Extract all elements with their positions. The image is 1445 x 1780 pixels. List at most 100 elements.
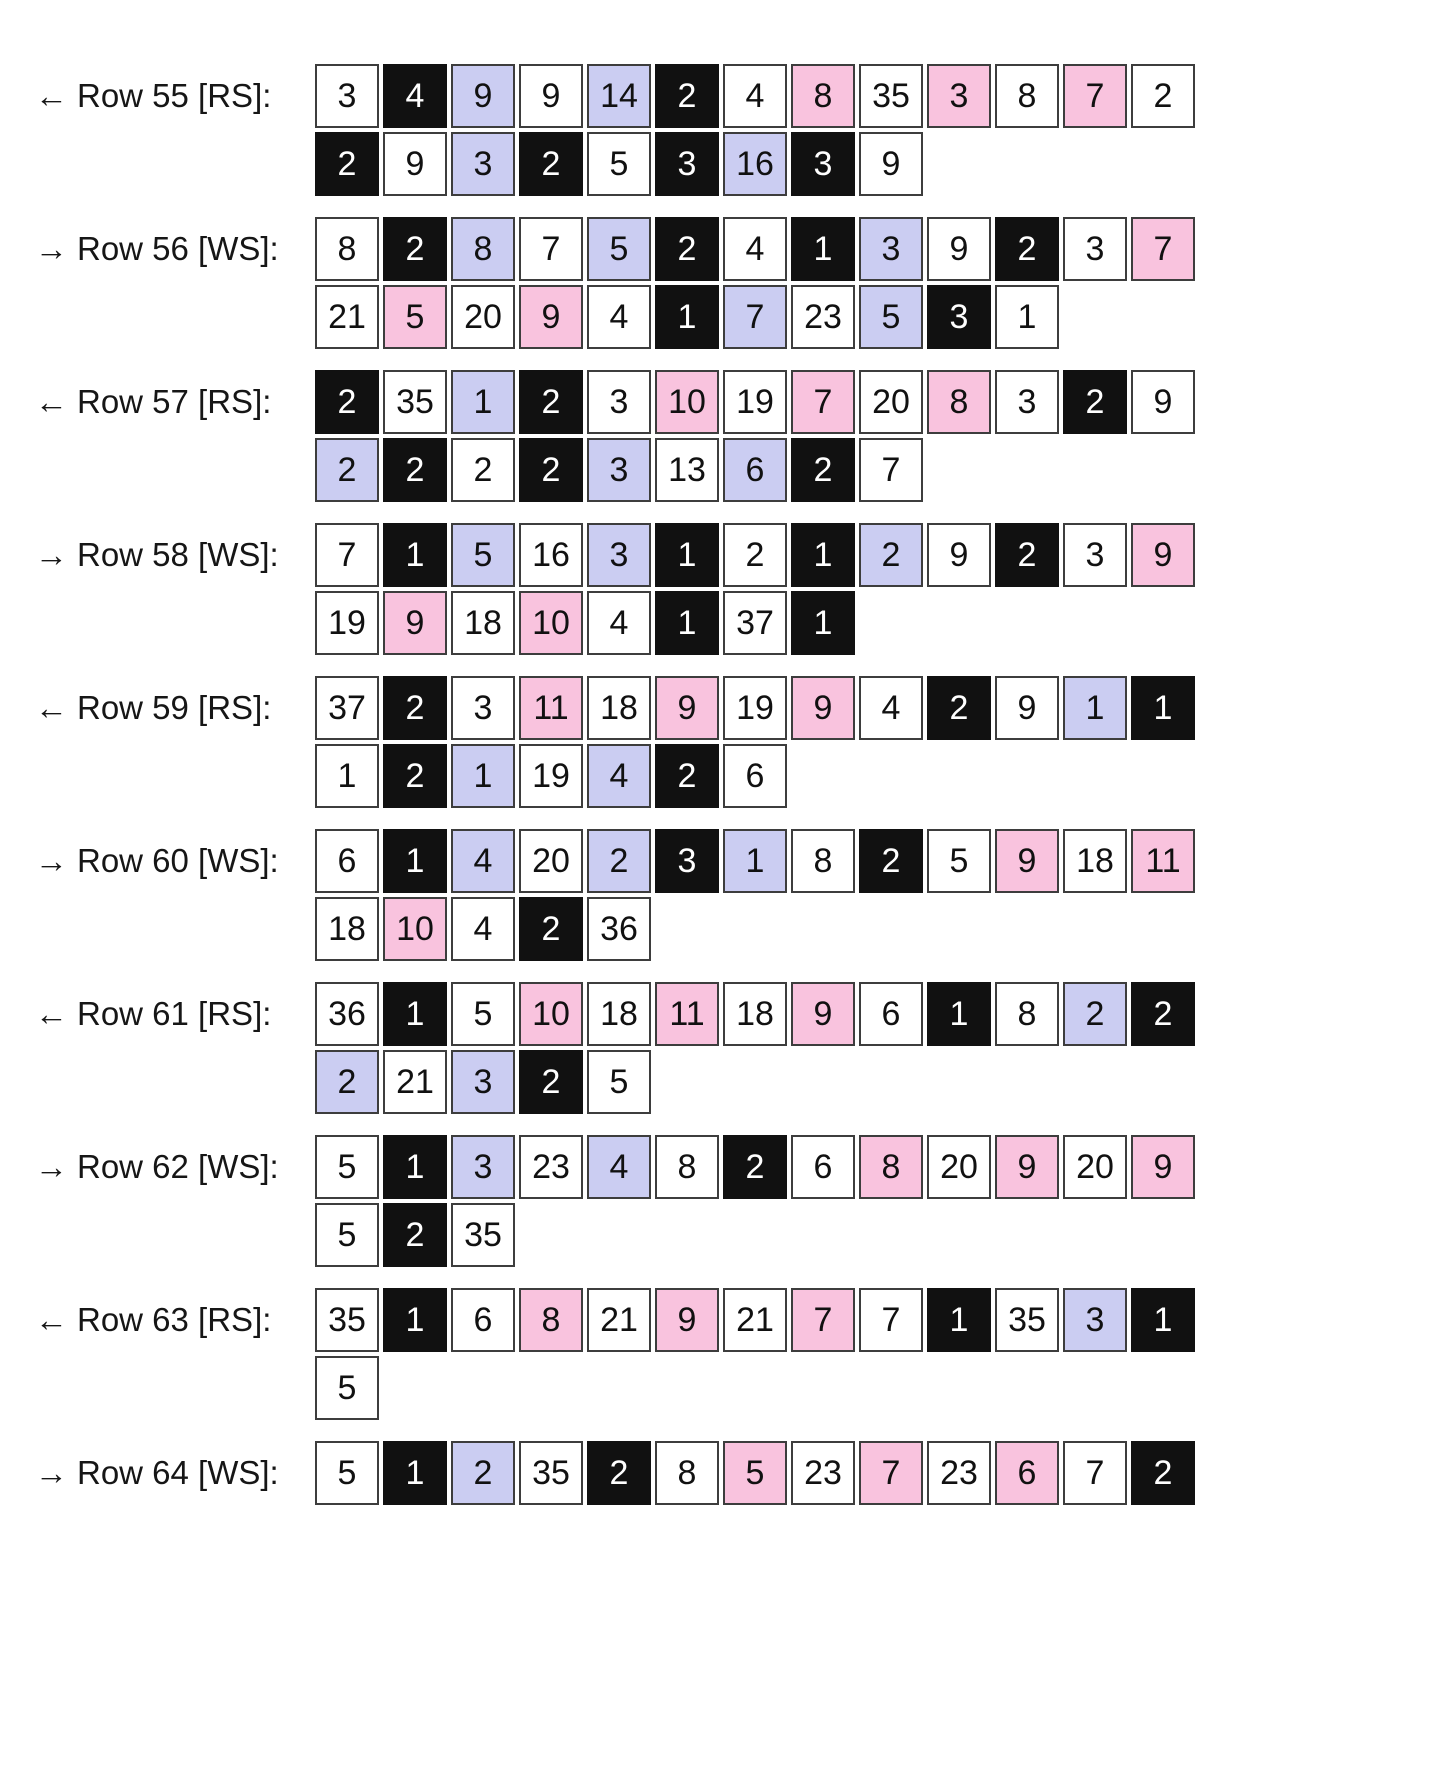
chart-cell: 23 (791, 1441, 855, 1505)
chart-cell: 6 (723, 744, 787, 808)
row-cells: 37 2 3 11 18 9 19 9 4 2 9 1 1 1 2 1 19 4 2 6 (315, 676, 1199, 812)
chart-cell: 1 (791, 591, 855, 655)
chart-cell: 21 (315, 285, 379, 349)
chart-cell: 7 (1063, 64, 1127, 128)
chart-cell: 3 (859, 217, 923, 281)
chart-cell: 5 (315, 1356, 379, 1420)
chart-cell: 1 (383, 523, 447, 587)
chart-cell: 18 (587, 676, 651, 740)
chart-cell: 21 (723, 1288, 787, 1352)
chart-cell: 2 (927, 676, 991, 740)
chart-cell: 19 (723, 370, 787, 434)
chart-cell: 9 (1131, 1135, 1195, 1199)
chart-cell: 4 (723, 64, 787, 128)
chart-cell: 37 (723, 591, 787, 655)
chart-cell: 1 (995, 285, 1059, 349)
right-arrow-icon: → (35, 1148, 68, 1185)
row-label-text: Row 55 [RS]: (77, 77, 272, 114)
chart-cell: 7 (791, 370, 855, 434)
chart-cell: 35 (383, 370, 447, 434)
chart-cell: 9 (995, 676, 1059, 740)
row-cells: 35 1 6 8 21 9 21 7 7 1 35 3 1 5 (315, 1288, 1199, 1424)
chart-cell: 18 (723, 982, 787, 1046)
chart-cell: 9 (927, 217, 991, 281)
chart-cell: 6 (791, 1135, 855, 1199)
chart-cell: 1 (655, 285, 719, 349)
chart-cell: 3 (451, 132, 515, 196)
chart-cell: 2 (519, 370, 583, 434)
chart-cell: 35 (519, 1441, 583, 1505)
chart-cell: 3 (655, 829, 719, 893)
chart-cell: 2 (723, 1135, 787, 1199)
row-label-text: Row 60 [WS]: (77, 842, 279, 879)
chart-cell: 3 (1063, 1288, 1127, 1352)
knitting-chart: ← Row 55 [RS]: 3 4 9 9 14 2 4 8 35 3 8 7 2 2 9 3 2 5 3 16 3 9 → R… (35, 64, 1445, 1509)
chart-cell: 2 (1063, 982, 1127, 1046)
chart-row: ← Row 59 [RS]: 37 2 3 11 18 9 19 9 4 2 9 1 1 1 2 1 19 4 2 6 (35, 676, 1445, 812)
row-cells: 5 1 2 35 2 8 5 23 7 23 6 7 2 (315, 1441, 1199, 1509)
row-label: ← Row 59 [RS]: (35, 676, 315, 727)
chart-cell: 1 (1131, 1288, 1195, 1352)
chart-cell: 7 (859, 1441, 923, 1505)
chart-cell: 2 (995, 217, 1059, 281)
row-cells: 5 1 3 23 4 8 2 6 8 20 9 20 9 5 2 35 (315, 1135, 1199, 1271)
chart-cell: 5 (723, 1441, 787, 1505)
chart-cell: 2 (383, 217, 447, 281)
chart-cell: 2 (655, 744, 719, 808)
chart-cell: 5 (859, 285, 923, 349)
chart-cell: 20 (859, 370, 923, 434)
chart-cell: 36 (315, 982, 379, 1046)
chart-cell: 9 (859, 132, 923, 196)
chart-cell: 2 (315, 132, 379, 196)
chart-cell: 5 (587, 1050, 651, 1114)
chart-cell: 21 (383, 1050, 447, 1114)
chart-cell: 1 (655, 591, 719, 655)
chart-cell: 2 (859, 829, 923, 893)
chart-cell: 2 (655, 217, 719, 281)
chart-cell: 35 (995, 1288, 1059, 1352)
row-label: → Row 64 [WS]: (35, 1441, 315, 1492)
chart-row: → Row 58 [WS]: 7 1 5 16 3 1 2 1 2 9 2 3 9 19 9 18 10 4 1 37 1 (35, 523, 1445, 659)
chart-cell: 2 (587, 1441, 651, 1505)
chart-cell: 4 (451, 829, 515, 893)
right-arrow-icon: → (35, 1454, 68, 1491)
chart-cell: 2 (519, 897, 583, 961)
chart-cell: 7 (519, 217, 583, 281)
chart-cell: 5 (451, 523, 515, 587)
chart-cell: 2 (519, 1050, 583, 1114)
row-label: ← Row 55 [RS]: (35, 64, 315, 115)
chart-cell: 8 (655, 1135, 719, 1199)
chart-row: → Row 60 [WS]: 6 1 4 20 2 3 1 8 2 5 9 18 11 18 10 4 2 36 (35, 829, 1445, 965)
chart-cell: 2 (315, 1050, 379, 1114)
chart-cell: 2 (1131, 982, 1195, 1046)
chart-cell: 11 (519, 676, 583, 740)
chart-cell: 8 (791, 829, 855, 893)
chart-row: ← Row 63 [RS]: 35 1 6 8 21 9 21 7 7 1 35 3 1 5 (35, 1288, 1445, 1424)
chart-cell: 14 (587, 64, 651, 128)
left-arrow-icon: ← (35, 689, 68, 726)
chart-cell: 5 (315, 1441, 379, 1505)
chart-cell: 3 (587, 438, 651, 502)
chart-cell: 7 (859, 438, 923, 502)
chart-row: → Row 56 [WS]: 8 2 8 7 5 2 4 1 3 9 2 3 7 21 5 20 9 4 1 7 23 5 3 1 (35, 217, 1445, 353)
chart-cell: 2 (315, 370, 379, 434)
chart-cell: 3 (927, 64, 991, 128)
chart-cell: 7 (859, 1288, 923, 1352)
chart-cell: 20 (927, 1135, 991, 1199)
chart-cell: 10 (519, 982, 583, 1046)
chart-row: ← Row 57 [RS]: 2 35 1 2 3 10 19 7 20 8 3 2 9 2 2 2 2 3 13 6 2 7 (35, 370, 1445, 506)
chart-cell: 8 (791, 64, 855, 128)
chart-cell: 2 (451, 1441, 515, 1505)
chart-cell: 18 (587, 982, 651, 1046)
chart-cell: 4 (859, 676, 923, 740)
chart-cell: 9 (1131, 370, 1195, 434)
chart-cell: 9 (655, 676, 719, 740)
left-arrow-icon: ← (35, 383, 68, 420)
chart-cell: 36 (587, 897, 651, 961)
row-label-text: Row 56 [WS]: (77, 230, 279, 267)
row-cells: 2 35 1 2 3 10 19 7 20 8 3 2 9 2 2 2 2 3 13 6 2 7 (315, 370, 1199, 506)
chart-cell: 11 (1131, 829, 1195, 893)
chart-cell: 23 (927, 1441, 991, 1505)
chart-cell: 2 (383, 676, 447, 740)
row-cells: 7 1 5 16 3 1 2 1 2 9 2 3 9 19 9 18 10 4 1 37 1 (315, 523, 1199, 659)
